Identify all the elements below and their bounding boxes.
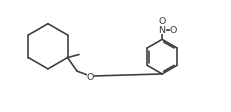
Text: O: O [169, 26, 176, 35]
Text: N: N [158, 26, 165, 35]
Text: O: O [86, 72, 94, 81]
Text: O: O [158, 17, 165, 26]
